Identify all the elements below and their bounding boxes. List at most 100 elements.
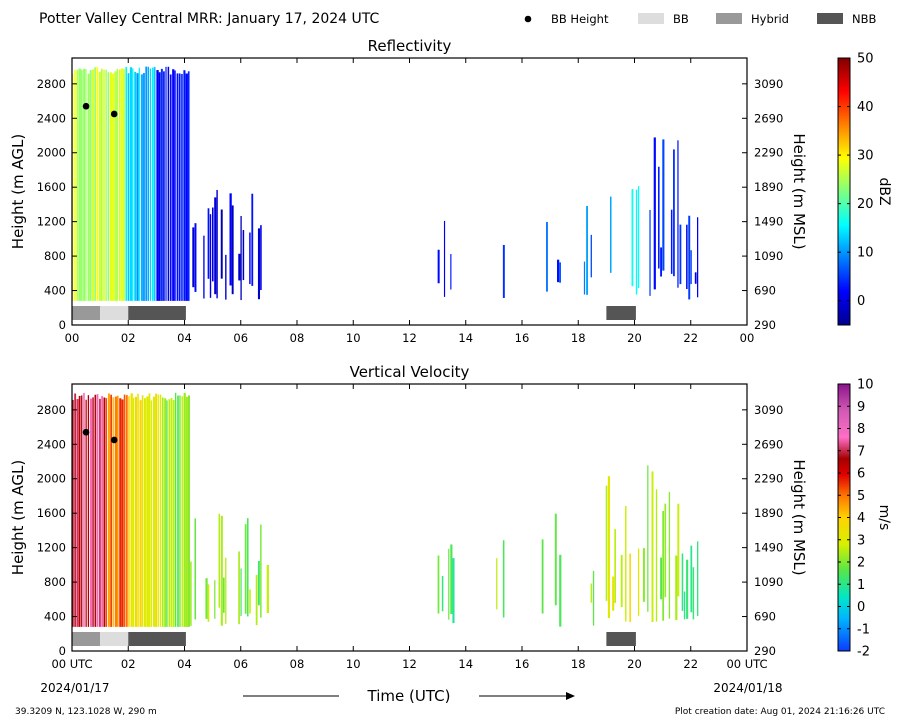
x-tick-label: 16 bbox=[515, 657, 530, 671]
echo-column bbox=[583, 261, 586, 295]
rain-type-bar-bb bbox=[100, 306, 129, 320]
y-tick-label-right: 2290 bbox=[754, 472, 783, 486]
echo-column bbox=[187, 71, 190, 301]
legend-swatch-nbb bbox=[817, 13, 843, 24]
colorbar-tick-label: 7 bbox=[857, 444, 865, 459]
y-tick-label-right: 1490 bbox=[754, 541, 783, 555]
echo-column bbox=[247, 518, 249, 617]
echo-column bbox=[183, 70, 186, 301]
echo-column bbox=[132, 68, 134, 301]
echo-column bbox=[112, 397, 114, 627]
colorbar-tick-label: 4 bbox=[857, 511, 865, 526]
echo-column bbox=[109, 72, 113, 301]
echo-column bbox=[448, 548, 450, 620]
colorbar-tick-label: 3 bbox=[857, 533, 865, 548]
colorbar-tick-label: 5 bbox=[857, 489, 865, 504]
y-tick-label-right: 1090 bbox=[754, 249, 783, 263]
echo-column bbox=[134, 71, 137, 301]
x-tick-label: 18 bbox=[571, 657, 586, 671]
echo-column bbox=[651, 471, 654, 623]
y-tick-label: 2400 bbox=[37, 111, 66, 125]
echo-column bbox=[214, 197, 217, 295]
echo-column bbox=[677, 503, 680, 597]
echo-column bbox=[450, 254, 452, 290]
rain-type-bar-hybrid bbox=[72, 306, 101, 320]
echo-column bbox=[546, 221, 548, 292]
echo-column bbox=[98, 71, 101, 301]
echo-column bbox=[209, 214, 212, 298]
echo-column bbox=[118, 69, 121, 301]
echo-column bbox=[129, 67, 133, 301]
echo-column bbox=[158, 72, 161, 301]
colorbar-tick-label: 30 bbox=[857, 149, 874, 164]
panel-title: Vertical Velocity bbox=[350, 363, 470, 381]
echo-column bbox=[610, 196, 612, 273]
colorbar-tick-label: -1 bbox=[857, 622, 870, 637]
echo-column bbox=[147, 66, 149, 301]
colorbar-tick-label: 0 bbox=[857, 294, 865, 309]
echo-column bbox=[662, 510, 665, 621]
echo-column bbox=[443, 220, 446, 297]
echo-column bbox=[690, 545, 693, 613]
y-tick-label-right: 690 bbox=[754, 284, 776, 298]
echo-column bbox=[151, 67, 154, 301]
echo-column bbox=[108, 393, 110, 627]
y-tick-label: 2800 bbox=[37, 77, 66, 91]
echo-column bbox=[207, 584, 210, 622]
echo-column bbox=[502, 244, 505, 298]
echo-column bbox=[96, 66, 99, 301]
colorbar-tick-label: 0 bbox=[857, 600, 865, 615]
echo-column bbox=[437, 249, 440, 284]
echo-column bbox=[688, 215, 691, 300]
y-tick-label: 2000 bbox=[37, 146, 66, 160]
echo-column bbox=[90, 398, 93, 627]
y-tick-label: 1600 bbox=[37, 506, 66, 520]
rain-type-bar-nbb bbox=[606, 632, 636, 646]
echo-column bbox=[120, 68, 124, 301]
plot-creation-date: Plot creation date: Aug 01, 2024 21:16:2… bbox=[675, 707, 885, 717]
echo-column bbox=[238, 551, 240, 625]
echo-column bbox=[170, 397, 173, 627]
x-tick-label: 00 UTC bbox=[51, 657, 92, 671]
colorbar-tick-label: 2 bbox=[857, 556, 865, 571]
x-tick-label: 00 bbox=[65, 331, 80, 345]
y-tick-label-right: 1490 bbox=[754, 215, 783, 229]
echo-column bbox=[159, 394, 162, 627]
echo-column bbox=[225, 557, 227, 624]
echo-column bbox=[683, 591, 686, 620]
y-tick-label: 0 bbox=[59, 318, 66, 332]
echo-column bbox=[502, 540, 505, 618]
echo-column bbox=[74, 393, 77, 627]
echo-column bbox=[240, 216, 242, 301]
y-tick-label: 2000 bbox=[37, 472, 66, 486]
echo-column bbox=[557, 259, 560, 283]
bb-height-marker bbox=[82, 428, 90, 436]
echo-column bbox=[138, 67, 140, 301]
y-tick-label: 800 bbox=[44, 249, 66, 263]
rain-type-bar-bb bbox=[100, 632, 129, 646]
y-tick-label-right: 2290 bbox=[754, 146, 783, 160]
echo-column bbox=[205, 578, 208, 619]
echo-column bbox=[128, 396, 130, 627]
echo-column bbox=[144, 398, 146, 627]
echo-column bbox=[185, 73, 188, 301]
echo-column bbox=[157, 394, 159, 627]
echo-column bbox=[675, 555, 678, 621]
echo-column bbox=[105, 69, 107, 301]
x-tick-label: 08 bbox=[290, 331, 305, 345]
echo-column bbox=[85, 69, 87, 301]
echo-column bbox=[203, 235, 205, 299]
echo-column bbox=[559, 262, 561, 283]
echo-column bbox=[149, 68, 152, 301]
echo-column bbox=[694, 272, 697, 284]
y-tick-label-right: 1890 bbox=[754, 506, 783, 520]
echo-column bbox=[125, 66, 128, 301]
echo-column bbox=[541, 539, 544, 614]
colorbar-tick-label: 6 bbox=[857, 467, 865, 482]
x-tick-label: 00 UTC bbox=[726, 657, 767, 671]
echo-column bbox=[183, 392, 186, 627]
y-tick-label-right: 2690 bbox=[754, 437, 783, 451]
colorbar-tick-label: 1 bbox=[857, 578, 865, 593]
